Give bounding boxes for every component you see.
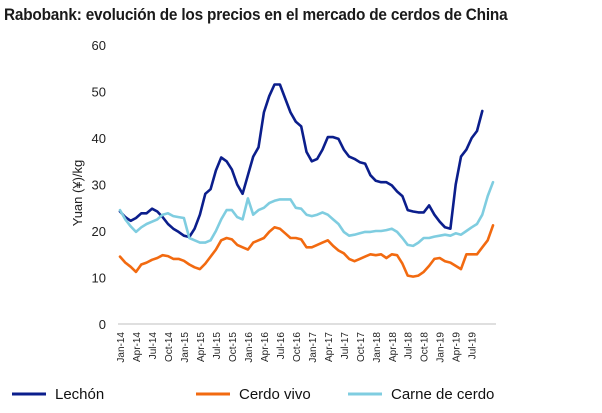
x-tick-label: Jan-14 [116,332,127,363]
x-tick-label: Jan-16 [244,332,255,363]
x-tick-label: Apr-18 [388,332,399,362]
x-tick-label: Oct-16 [292,332,303,362]
x-tick-label: Apr-15 [196,332,207,362]
y-tick-label: 20 [92,224,106,239]
y-tick-label: 40 [92,131,106,146]
x-axis-ticks: Jan-14 Apr-14 Jul-14 Oct-14 Jan-15 Apr-15 Jul-… [116,332,479,363]
x-tick-label: Jul-16 [276,332,287,360]
x-tick-label: Jul-14 [148,332,159,360]
y-tick-label: 60 [92,38,106,53]
series-lines [118,83,495,278]
x-tick-label: Jan-17 [308,332,319,363]
chart-title: Rabobank: evolución de los precios en el… [4,6,508,24]
y-axis-label: Yuan (¥)/kg [70,160,85,227]
x-tick-label: Oct-17 [356,332,367,362]
y-tick-label: 0 [99,317,106,332]
x-tick-label: Jul-18 [404,332,415,360]
legend: Lechón Cerdo vivo Carne de cerdo [12,386,494,403]
legend-label: Carne de cerdo [391,386,494,403]
x-tick-label: Jan-15 [180,332,191,363]
series-line-2 [118,180,495,248]
y-tick-label: 50 [92,85,106,100]
x-tick-label: Jul-15 [212,332,223,360]
x-tick-label: Apr-17 [324,332,335,362]
y-tick-label: 30 [92,178,106,193]
x-tick-label: Oct-14 [164,332,175,362]
y-tick-label: 10 [92,271,106,286]
x-tick-label: Jul-17 [340,332,351,360]
series-line-0 [118,83,484,239]
y-axis-ticks: 0 10 20 30 40 50 60 [92,38,106,332]
x-tick-label: Jan-18 [372,332,383,363]
legend-label: Cerdo vivo [239,386,311,403]
x-tick-label: Apr-14 [132,332,143,362]
x-tick-label: Oct-15 [228,332,239,362]
series-line-1 [118,224,495,278]
x-tick-label: Apr-19 [452,332,463,362]
x-tick-label: Apr-16 [260,332,271,362]
x-tick-label: Jan-19 [436,332,447,363]
legend-label: Lechón [55,386,104,403]
x-tick-label: Oct-18 [420,332,431,362]
x-tick-label: Jul-19 [468,332,479,360]
